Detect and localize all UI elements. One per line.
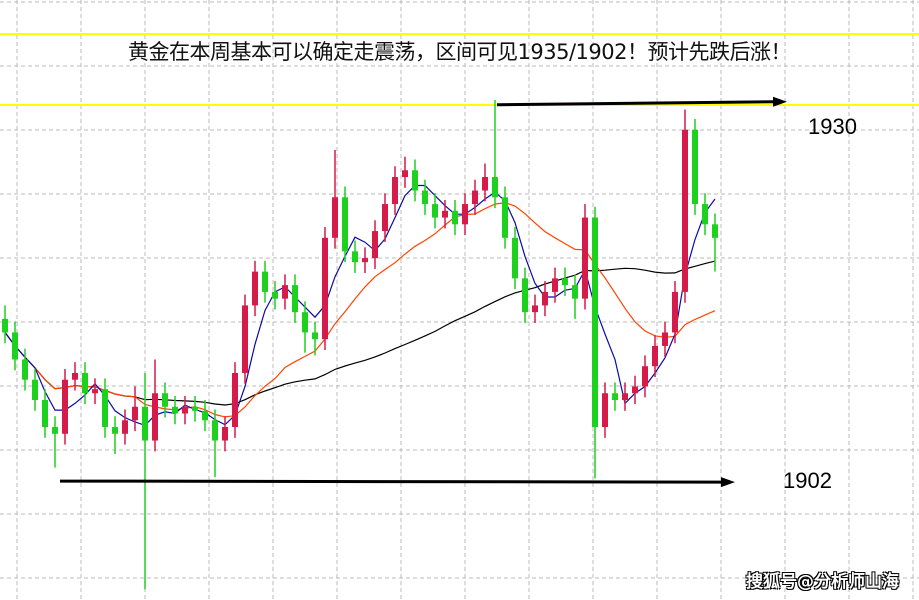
candle-body	[362, 258, 368, 263]
candle-body	[82, 372, 88, 394]
candle-body	[212, 420, 218, 441]
candle-body	[652, 345, 658, 367]
candle-body	[2, 318, 8, 333]
candle-body	[292, 285, 298, 313]
chart-title: 黄金在本周基本可以确定走震荡，区间可见1935/1902！预计先跌后涨！	[128, 40, 791, 64]
candle-body	[412, 170, 418, 191]
candle-body	[72, 372, 78, 380]
candle-body	[532, 305, 538, 313]
candle-body	[142, 406, 148, 441]
candle-body	[502, 197, 508, 238]
candle-body	[182, 406, 188, 414]
candle-body	[282, 285, 288, 299]
candle-body	[272, 291, 278, 299]
candle-body	[472, 190, 478, 205]
ma-short-line	[4, 184, 716, 426]
candle-body	[122, 420, 128, 434]
candle-body	[92, 389, 98, 394]
candle-body	[672, 291, 678, 333]
candle-body	[482, 177, 488, 191]
candle-body	[452, 210, 458, 225]
candle-body	[372, 231, 378, 259]
candle-body	[42, 400, 48, 428]
candle-body	[572, 285, 578, 299]
level-label-1930: 1930	[808, 114, 857, 139]
candle-body	[562, 278, 568, 286]
candle-body	[262, 271, 268, 292]
candle-body	[682, 129, 688, 292]
candle-body	[422, 190, 428, 205]
arrow-1930-head	[773, 96, 787, 107]
level-label-1902: 1902	[783, 468, 832, 493]
arrow-1930-shaft	[496, 100, 776, 107]
candle-body	[512, 237, 518, 279]
arrow-1902-head	[721, 477, 735, 488]
candle-body	[382, 204, 388, 232]
candle-body	[542, 291, 548, 306]
candle-body	[242, 305, 248, 373]
candle-body	[62, 379, 68, 434]
candle-body	[342, 197, 348, 252]
arrow-1902-shaft	[59, 479, 724, 484]
candle-body	[632, 386, 638, 394]
candle-body	[102, 389, 108, 428]
candle-body	[522, 278, 528, 313]
candle-body	[392, 177, 398, 205]
candle-body	[202, 410, 208, 421]
candle-body	[312, 332, 318, 340]
candle-body	[132, 406, 138, 421]
candle-body	[492, 177, 498, 198]
candle-body	[322, 237, 328, 340]
candle-body	[432, 204, 438, 218]
candle-body	[702, 204, 708, 225]
candle-body	[602, 393, 608, 428]
candle-body	[642, 366, 648, 387]
candle-body	[12, 332, 18, 360]
candle-body	[442, 210, 448, 218]
candle-body	[582, 217, 588, 299]
candle-body	[112, 427, 118, 434]
candle-body	[22, 359, 28, 380]
candle-body	[462, 204, 468, 225]
watermark: 搜狐号@分析师山海	[746, 572, 899, 592]
candle-body	[252, 271, 258, 306]
candle-body	[692, 129, 698, 205]
candle-body	[592, 217, 598, 428]
candle-body	[32, 379, 38, 400]
candle-body	[52, 427, 58, 434]
candle-body	[332, 197, 338, 238]
candle-body	[172, 406, 178, 414]
candle-body	[302, 312, 308, 333]
candle-body	[552, 278, 558, 292]
candle-body	[402, 170, 408, 178]
candle-body	[192, 406, 198, 411]
candle-body	[222, 427, 228, 441]
candle-body	[352, 251, 358, 263]
candle-body	[232, 372, 238, 428]
candle-body	[152, 393, 158, 441]
candle-body	[662, 332, 668, 346]
candle-body	[712, 224, 718, 238]
ma-mid-line	[4, 201, 716, 418]
candle-body	[622, 393, 628, 400]
candle-body	[612, 393, 618, 400]
candle-body	[162, 393, 168, 407]
